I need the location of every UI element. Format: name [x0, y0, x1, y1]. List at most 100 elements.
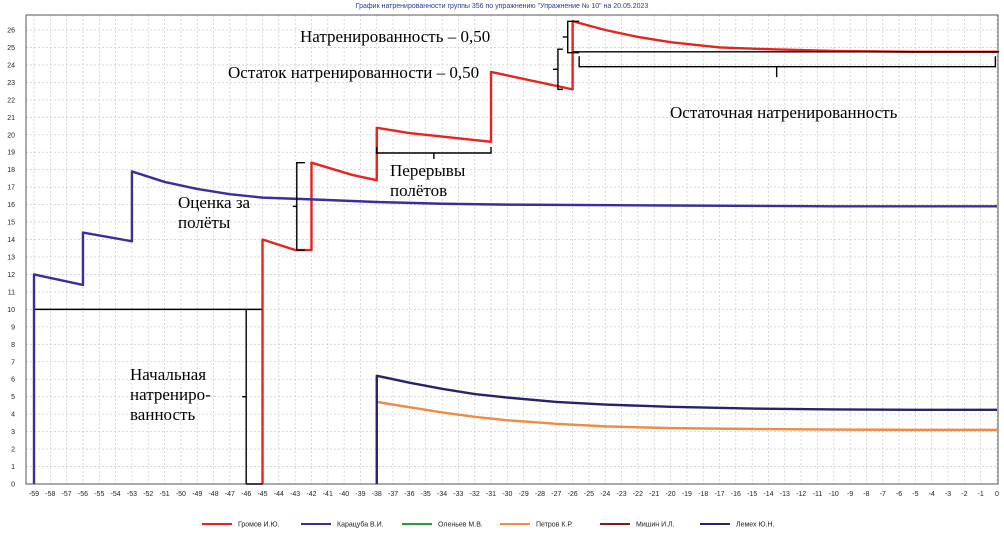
y-tick-label: 2	[11, 447, 15, 454]
y-tick-label: 6	[11, 377, 15, 384]
residual-bracket	[578, 56, 997, 68]
x-tick-label: -3	[945, 491, 951, 498]
y-tick-label: 12	[7, 272, 15, 279]
x-tick-label: -42	[306, 491, 316, 498]
axes	[25, 14, 999, 485]
x-tick-label: 0	[995, 491, 999, 498]
x-tick-label: -2	[961, 491, 967, 498]
x-tick-label: -18	[698, 491, 708, 498]
x-tick-label: -21	[649, 491, 659, 498]
x-tick-label: -16	[731, 491, 741, 498]
x-tick-label: -48	[208, 491, 218, 498]
series-lines	[32, 20, 997, 484]
y-tick-label: 1	[11, 464, 15, 471]
x-tick-label: -17	[714, 491, 724, 498]
x-tick-label: -29	[519, 491, 529, 498]
x-tick-label: -41	[323, 491, 333, 498]
x-tick-label: -20	[665, 491, 675, 498]
legend-label: Мишин И.Л.	[636, 522, 675, 529]
x-tick-label: -43	[290, 491, 300, 498]
y-tick-label: 0	[11, 482, 15, 489]
x-tick-label: -13	[780, 491, 790, 498]
x-tick-label: -12	[796, 491, 806, 498]
x-tick-label: -39	[355, 491, 365, 498]
x-tick-label: -37	[388, 491, 398, 498]
x-tick-label: -8	[863, 491, 869, 498]
remainder-bracket	[557, 48, 563, 91]
x-tick-label: -45	[257, 491, 267, 498]
x-tick-label: -55	[94, 491, 104, 498]
y-tick-label: 10	[7, 307, 15, 314]
annotation-training: Натренированность – 0,50	[300, 27, 490, 46]
y-tick-label: 17	[7, 185, 15, 192]
x-tick-label: -6	[896, 491, 902, 498]
y-tick-label: 24	[7, 62, 15, 69]
x-tick-label: -7	[880, 491, 886, 498]
score-bracket	[296, 162, 305, 251]
breaks-bracket	[376, 146, 492, 154]
y-tick-label: 18	[7, 167, 15, 174]
x-tick-label: -15	[747, 491, 757, 498]
y-tick-labels: 0123456789101112131415161718192021222324…	[7, 28, 15, 489]
y-tick-label: 11	[8, 289, 15, 296]
annotation-remainder: Остаток натренированности – 0,50	[228, 63, 479, 82]
legend-label: Громов И.Ю.	[238, 522, 280, 529]
annotation-initial-line: Начальная	[130, 365, 206, 384]
series-line	[32, 170, 997, 484]
y-tick-label: 20	[7, 132, 15, 139]
x-tick-label: -9	[847, 491, 853, 498]
x-tick-label: -25	[584, 491, 594, 498]
annotation-score-line: полёты	[178, 213, 231, 232]
y-tick-label: 25	[7, 45, 15, 52]
x-tick-label: -24	[600, 491, 610, 498]
x-tick-label: -31	[486, 491, 496, 498]
annotation-initial-line: натрениро-	[130, 385, 211, 404]
y-tick-label: 7	[11, 359, 15, 366]
y-tick-label: 16	[7, 202, 15, 209]
series-line	[375, 374, 997, 484]
x-tick-label: -57	[62, 491, 72, 498]
series-line	[376, 400, 997, 432]
x-tick-label: -23	[617, 491, 627, 498]
x-tick-label: -38	[372, 491, 382, 498]
legend-label: Оленьев М.В.	[438, 522, 483, 529]
x-tick-label: -26	[568, 491, 578, 498]
training-bracket	[567, 20, 580, 54]
x-tick-label: -36	[404, 491, 414, 498]
x-tick-label: -30	[502, 491, 512, 498]
annotation-breaks-line: полётов	[390, 181, 447, 200]
legend-label: Карацуба В.И.	[337, 521, 384, 529]
x-tick-label: -51	[160, 491, 170, 498]
y-tick-label: 23	[7, 80, 15, 87]
x-tick-label: -59	[29, 491, 39, 498]
x-tick-label: -1	[978, 491, 984, 498]
x-tick-label: -14	[763, 491, 773, 498]
y-tick-label: 26	[7, 28, 15, 35]
x-tick-label: -19	[682, 491, 692, 498]
x-tick-label: -10	[829, 491, 839, 498]
y-tick-label: 5	[11, 394, 15, 401]
legend-label: Лемех Ю.Н.	[736, 522, 775, 529]
y-tick-label: 15	[7, 220, 15, 227]
y-tick-label: 13	[7, 255, 15, 262]
series-line	[261, 20, 997, 484]
x-tick-label: -40	[339, 491, 349, 498]
x-tick-label: -4	[929, 491, 935, 498]
x-tick-label: -52	[143, 491, 153, 498]
annotation-brackets	[35, 20, 999, 485]
x-tick-label: -27	[551, 491, 561, 498]
x-tick-label: -33	[453, 491, 463, 498]
legend-label: Петров К.Р.	[536, 522, 573, 529]
x-tick-label: -28	[535, 491, 545, 498]
x-tick-label: -54	[111, 491, 121, 498]
x-tick-label: -22	[633, 491, 643, 498]
x-tick-label: -44	[274, 491, 284, 498]
x-tick-label: -35	[421, 491, 431, 498]
annotation-breaks-line: Перерывы	[390, 161, 466, 180]
annotation-initial-line: ванность	[130, 405, 195, 424]
y-tick-label: 8	[11, 342, 15, 349]
x-tick-label: -34	[437, 491, 447, 498]
y-tick-label: 14	[7, 237, 15, 244]
